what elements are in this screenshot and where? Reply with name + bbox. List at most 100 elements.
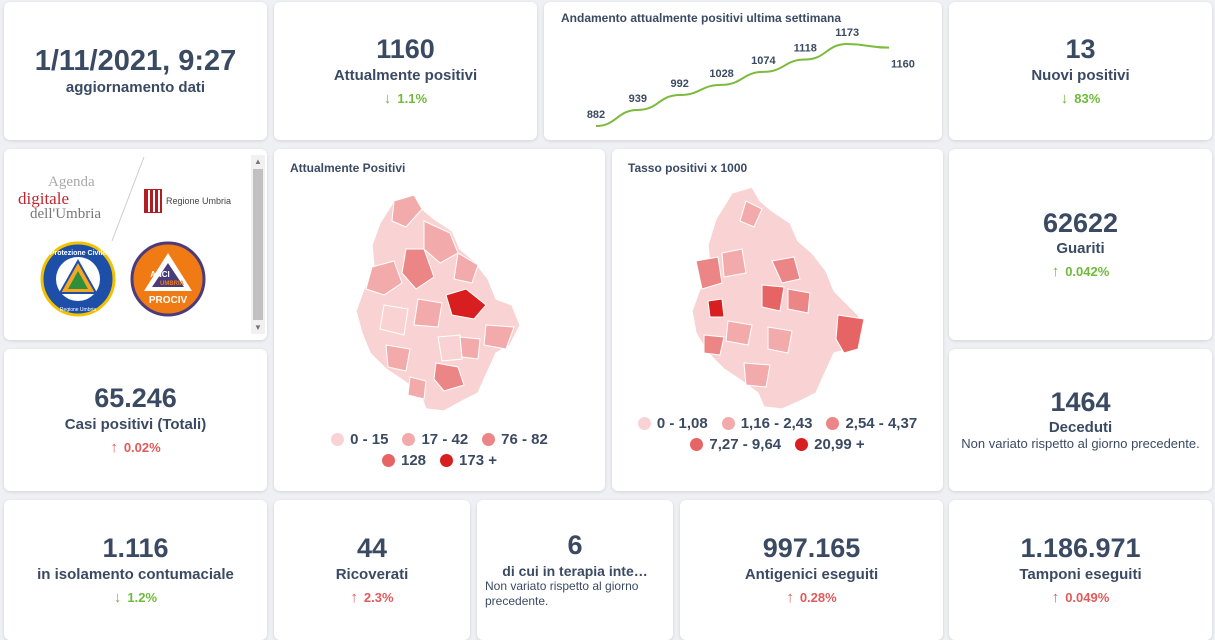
protezione-logo-text: Protezione Civile [50, 250, 107, 257]
legend-item[interactable]: 2,54 - 4,37 [826, 415, 917, 432]
trend-data-label: 1028 [709, 68, 733, 80]
legend-item[interactable]: 128 [382, 452, 426, 469]
legend-item[interactable]: 0 - 15 [331, 431, 388, 448]
isolamento-value: 1.116 [102, 533, 169, 564]
nuovi-positivi-value: 13 [1065, 34, 1096, 65]
legend-item[interactable]: 17 - 42 [402, 431, 468, 448]
agenda-digitale-logo: Agenda digitale dell'Umbria [18, 175, 101, 222]
delta-value: 0.042% [1065, 264, 1110, 280]
umbria-map-positivi[interactable] [274, 149, 605, 491]
legend-item[interactable]: 20,99 + [795, 436, 865, 453]
legend-item[interactable]: 76 - 82 [482, 431, 548, 448]
attualmente-positivi-card: 1160 Attualmente positivi ↓ 1.1% [274, 2, 537, 140]
antigenici-label: Antigenici eseguiti [744, 565, 879, 583]
legend-label: 0 - 1,08 [656, 415, 708, 432]
nuovi-positivi-delta: ↓ 83% [1061, 90, 1101, 107]
isolamento-delta: ↓ 1.2% [114, 589, 157, 606]
logo-divider [111, 156, 145, 242]
arrow-up-icon: ↑ [1051, 588, 1060, 606]
trend-title: Andamento attualmente positivi ultima se… [561, 11, 842, 25]
terapia-note: Non variato rispetto al giorno precedent… [485, 578, 639, 608]
deceduti-value: 1464 [1050, 386, 1111, 417]
trend-data-label: 1173 [835, 27, 859, 39]
legend-swatch [826, 417, 840, 430]
delta-value: 1.2% [127, 589, 158, 605]
trend-data-label: 1074 [751, 55, 776, 67]
protezione-civile-logo: Protezione Civile Regione Umbria [40, 241, 116, 317]
arrow-up-icon: ↑ [1051, 263, 1060, 281]
delta-value: 0.049% [1065, 589, 1110, 605]
protezione-logo-subtext: Regione Umbria [60, 307, 96, 313]
nuovi-positivi-card: 13 Nuovi positivi ↓ 83% [949, 2, 1212, 140]
legend-swatch [402, 433, 416, 446]
tamponi-value: 1.186.971 [1020, 533, 1141, 564]
isolamento-card: 1.116 in isolamento contumaciale ↓ 1.2% [4, 500, 267, 640]
legend-label: 1,16 - 2,43 [740, 415, 813, 432]
legend-item[interactable]: 1,16 - 2,43 [721, 415, 813, 432]
deceduti-card: 1464 Deceduti Non variato rispetto al gi… [949, 349, 1212, 491]
attualmente-positivi-delta: ↓ 1.1% [384, 90, 427, 107]
antigenici-card: 997.165 Antigenici eseguiti ↑ 0.28% [680, 500, 943, 640]
map-tasso-title: Tasso positivi x 1000 [628, 161, 748, 175]
agenda-logo-line1: Agenda [48, 174, 95, 190]
casi-totali-label: Casi positivi (Totali) [64, 415, 207, 433]
legend-swatch [637, 417, 651, 430]
regione-logo-text: Regione Umbria [166, 196, 232, 206]
legend-label: 7,27 - 9,64 [709, 436, 782, 453]
terapia-label: di cui in terapia inte… [502, 562, 648, 579]
attualmente-positivi-label: Attualmente positivi [333, 66, 478, 84]
trend-data-label: 939 [629, 93, 647, 105]
umbria-map-tasso[interactable] [612, 149, 943, 491]
legend-label: 173 + [459, 452, 497, 469]
legend-item[interactable]: 7,27 - 9,64 [690, 436, 781, 453]
regione-crest-icon [144, 189, 162, 213]
scroll-down-icon[interactable]: ▼ [254, 323, 262, 332]
delta-value: 83% [1074, 90, 1101, 106]
map-tasso-legend: 0 - 1,08 1,16 - 2,43 2,54 - 4,37 7,27 - 9,6… [612, 415, 943, 453]
anci-logo-text: ANCI [150, 270, 170, 279]
terapia-card: 6 di cui in terapia inte… Non variato ri… [477, 500, 673, 640]
scroll-up-icon[interactable]: ▲ [254, 157, 262, 166]
nuovi-positivi-label: Nuovi positivi [1031, 66, 1130, 84]
tamponi-delta: ↑ 0.049% [1052, 589, 1110, 606]
legend-label: 2,54 - 4,37 [845, 415, 918, 432]
tamponi-card: 1.186.971 Tamponi eseguiti ↑ 0.049% [949, 500, 1212, 640]
arrow-up-icon: ↑ [786, 588, 794, 606]
trend-series-line [595, 42, 890, 127]
scroll-thumb[interactable] [253, 169, 263, 320]
guariti-card: 62622 Guariti ↑ 0.042% [949, 149, 1212, 340]
terapia-value: 6 [567, 530, 583, 561]
ricoverati-delta: ↑ 2.3% [350, 589, 393, 606]
prociv-logo-text: PROCIV [149, 295, 188, 306]
trend-line-chart: 882 939 992 1028 1074 1118 1173 1160 [587, 27, 915, 127]
legend-swatch [795, 438, 809, 451]
deceduti-label: Deceduti [1048, 419, 1113, 437]
legend-label: 76 - 82 [501, 431, 548, 448]
arrow-down-icon: ↓ [1060, 89, 1069, 107]
deceduti-note: Non variato rispetto al giorno precedent… [961, 436, 1200, 452]
trend-data-label: 882 [587, 109, 605, 121]
map-positivi-legend: 0 - 15 17 - 42 76 - 82 128 173 + [274, 431, 605, 469]
logos-card[interactable]: Agenda digitale dell'Umbria Regione Umbr… [4, 149, 267, 340]
delta-value: 1.1% [397, 90, 428, 106]
legend-swatch [721, 417, 735, 430]
casi-totali-value: 65.246 [94, 383, 177, 414]
casi-totali-card: 65.246 Casi positivi (Totali) ↑ 0.02% [4, 349, 267, 491]
legend-item[interactable]: 0 - 1,08 [637, 415, 708, 432]
legend-item[interactable]: 173 + [440, 452, 497, 469]
delta-value: 2.3% [363, 589, 394, 605]
isolamento-label: in isolamento contumaciale [37, 565, 234, 583]
logos-scrollbar[interactable]: ▲ ▼ [251, 155, 265, 334]
legend-swatch [690, 438, 704, 451]
arrow-down-icon: ↓ [113, 588, 122, 606]
legend-swatch [440, 454, 454, 467]
agenda-logo-line3: dell'Umbria [30, 206, 102, 222]
trend-card: Andamento attualmente positivi ultima se… [544, 2, 942, 140]
arrow-up-icon: ↑ [110, 438, 118, 456]
ricoverati-value: 44 [356, 533, 388, 564]
delta-value: 0.02% [123, 439, 161, 455]
antigenici-value: 997.165 [762, 533, 861, 564]
arrow-down-icon: ↓ [383, 89, 392, 107]
legend-label: 128 [401, 452, 427, 469]
anci-umbria-prociv-logo: ANCI UMBRIA PROCIV [130, 241, 206, 317]
